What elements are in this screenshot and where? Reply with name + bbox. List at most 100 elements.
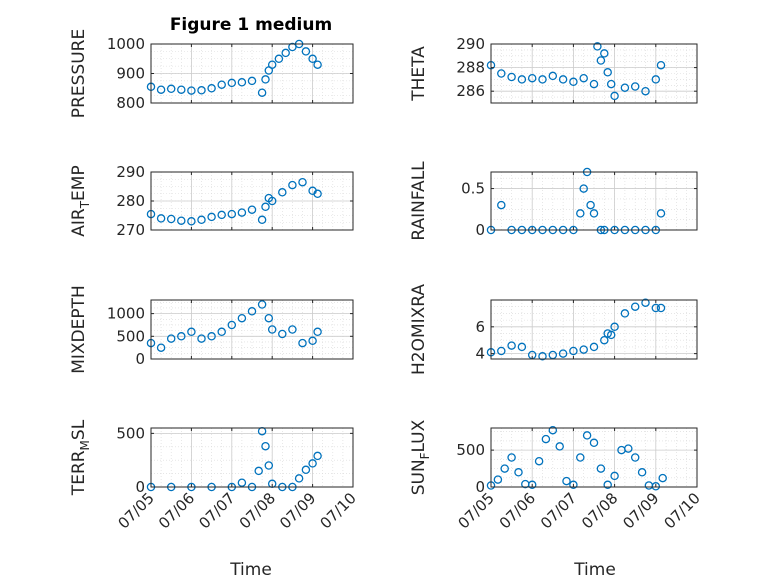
y-tick-label: 0	[135, 478, 145, 496]
data-point	[579, 184, 588, 193]
data-point	[207, 332, 216, 341]
data-point	[630, 82, 640, 91]
data-point	[558, 349, 568, 358]
data-point	[630, 453, 640, 462]
x-tick-label: 07/06	[155, 489, 198, 532]
data-point	[579, 345, 588, 354]
data-point	[288, 42, 297, 52]
data-point	[237, 478, 247, 487]
data-point	[298, 338, 307, 348]
series-theta	[486, 42, 666, 101]
y-tick-label: 290	[116, 163, 145, 181]
axes-box	[150, 427, 354, 488]
panel-air-temp: 270 280 290 AIRTEMP	[69, 163, 354, 239]
data-point	[620, 309, 630, 318]
data-point	[261, 202, 270, 212]
data-point	[281, 48, 290, 58]
data-point	[603, 68, 612, 77]
data-point	[166, 334, 176, 343]
x-tick-label: 07/08	[578, 489, 621, 532]
y-tick-label: 1000	[107, 35, 145, 53]
data-point	[507, 453, 516, 462]
data-point	[301, 465, 311, 475]
data-point	[313, 327, 322, 337]
data-point	[507, 72, 516, 82]
plot-area	[151, 300, 353, 359]
data-point	[548, 71, 558, 81]
data-point	[294, 474, 304, 483]
series-pressure	[146, 39, 322, 97]
y-tick-label: 280	[116, 192, 145, 210]
x-tick-label: 07/09	[276, 489, 319, 532]
data-point	[656, 60, 666, 70]
axes-box	[490, 299, 698, 360]
axes-box	[490, 427, 698, 488]
data-point	[538, 352, 547, 361]
data-point	[197, 334, 206, 343]
data-point	[247, 76, 257, 86]
data-point	[517, 342, 527, 352]
data-point	[651, 303, 661, 313]
data-point	[264, 461, 274, 470]
data-point	[576, 209, 585, 218]
data-point	[166, 214, 176, 224]
y-tick-label: 290	[456, 35, 485, 53]
data-point	[237, 78, 247, 87]
data-point	[600, 49, 609, 58]
data-point	[558, 75, 568, 84]
data-point	[596, 464, 606, 473]
data-point	[569, 480, 578, 490]
data-point	[569, 77, 578, 87]
data-point	[257, 215, 267, 225]
data-point	[624, 444, 633, 453]
figure-title: Figure 1 medium	[170, 15, 332, 35]
data-point	[288, 325, 297, 334]
y-tick-label: 4	[475, 345, 485, 363]
panel-rainfall: 0 0.5 RAINFALL	[409, 161, 698, 241]
x-tick-label: 07/10	[661, 489, 704, 532]
data-point	[651, 482, 661, 491]
data-point	[656, 209, 666, 218]
panel-pressure: 800 900 1000 PRESSURE	[69, 29, 354, 118]
series-mixdepth	[146, 300, 322, 352]
data-point	[527, 73, 537, 83]
x-tick-label: 07/09	[619, 489, 662, 532]
data-point	[527, 480, 537, 490]
data-point	[658, 473, 667, 483]
y-axis-label: TERRMSL	[69, 419, 92, 496]
data-point	[641, 298, 650, 307]
data-point	[187, 327, 196, 337]
data-point	[308, 54, 317, 64]
y-tick-label: 500	[116, 327, 145, 345]
x-tick-label: 07/08	[236, 489, 279, 532]
data-point	[586, 200, 595, 210]
data-point	[582, 431, 592, 440]
panel-mixdepth: 0 500 1000 MIXDEPTH	[69, 285, 354, 374]
data-point	[606, 330, 616, 340]
panel-terr-msl: 050007/0507/0607/0707/0807/0907/10TERRMS…	[69, 419, 360, 532]
y-axis-label: THETA	[409, 46, 429, 102]
data-point	[497, 346, 506, 356]
data-point	[610, 322, 619, 332]
plot-area	[491, 172, 697, 230]
y-axis-label: MIXDEPTH	[69, 285, 89, 374]
data-point	[589, 209, 599, 218]
data-point	[274, 54, 284, 64]
data-point	[538, 75, 547, 84]
axes-box	[490, 171, 698, 231]
data-point	[589, 438, 599, 448]
data-point	[227, 78, 237, 88]
y-axis-label: SUNFLUX	[409, 419, 432, 495]
y-tick-label: 288	[456, 59, 485, 77]
data-point	[261, 75, 270, 84]
data-point	[589, 342, 599, 352]
x-tick-label: 07/07	[537, 489, 580, 532]
y-tick-label: 286	[456, 82, 485, 100]
data-point	[237, 313, 247, 323]
y-tick-label: 0	[475, 221, 485, 239]
data-point	[610, 471, 619, 481]
axes-box	[490, 43, 698, 104]
data-point	[177, 85, 186, 94]
data-point	[288, 180, 297, 190]
